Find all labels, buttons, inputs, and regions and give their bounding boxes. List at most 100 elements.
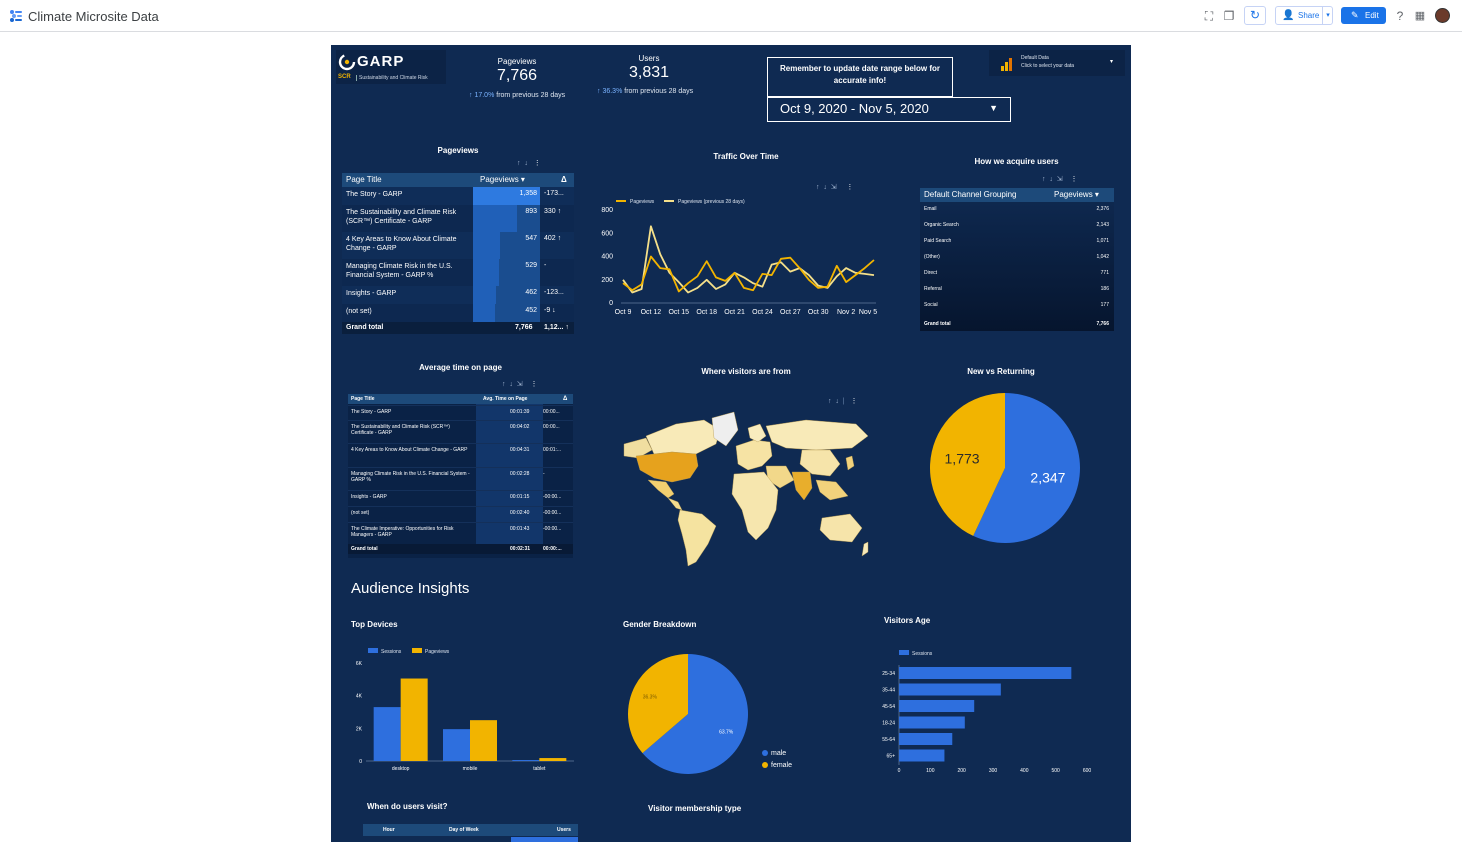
table-row[interactable] — [920, 203, 1114, 219]
report-title[interactable]: Climate Microsite Data — [28, 9, 159, 24]
pageviews-table: Page Title Pageviews ▾ Δ The Story - GAR… — [342, 173, 574, 336]
more-options-icon[interactable]: ⋮ — [1070, 176, 1078, 183]
data-source-title: Default Data — [1021, 55, 1049, 61]
avatar[interactable] — [1435, 8, 1450, 23]
y-tick-label: 400 — [601, 254, 613, 261]
sort-down-icon[interactable]: ↓ — [524, 160, 528, 167]
drill-down-icon[interactable]: ⇲ — [830, 184, 837, 191]
sort-up-icon[interactable]: ↑ — [1042, 176, 1046, 183]
y-tick-label: 25-34 — [882, 671, 895, 677]
page-title-cell: The Story - GARP — [351, 409, 392, 415]
edit-button[interactable]: ✎ Edit — [1341, 7, 1386, 24]
series-line — [622, 255, 875, 293]
column-header[interactable]: Default Channel Grouping — [924, 190, 1017, 199]
column-header[interactable]: Day of Week — [449, 827, 479, 833]
column-header[interactable]: Hour — [383, 827, 395, 833]
table-header — [342, 173, 574, 187]
pageviews-cell: 1,042 — [1096, 254, 1109, 260]
table-row[interactable] — [920, 267, 1114, 283]
page-title-cell: The Sustainability and Climate Risk (SCR… — [351, 424, 450, 436]
table-header — [920, 188, 1114, 202]
column-header[interactable]: Page Title — [346, 175, 382, 184]
x-tick-label: 100 — [926, 768, 935, 774]
bar — [899, 749, 945, 762]
looker-studio-logo-icon[interactable] — [8, 8, 24, 24]
sort-down-icon[interactable]: ↓ — [509, 381, 513, 388]
y-tick-label: 4K — [356, 694, 363, 700]
pageviews-cell: 462 — [525, 289, 537, 296]
visitors-age-bar-chart[interactable]: Sessions 25-34 35-44 45-54 18-24 55-64 65+ 0 100… — [871, 645, 1106, 775]
traffic-line-chart[interactable]: Pageviews Pageviews (previous 28 days) 0 20… — [596, 195, 896, 320]
y-tick-label: 2K — [356, 726, 363, 732]
column-header[interactable]: Avg. Time on Page — [483, 396, 528, 402]
table-row[interactable] — [920, 251, 1114, 267]
avg-time-table: Page Title Avg. Time on Page Δ The Story… — [348, 394, 573, 558]
audience-insights-heading: Audience Insights — [351, 580, 470, 597]
apps-grid-icon[interactable]: ▦ — [1414, 10, 1426, 22]
delta-cell: 402 ↑ — [544, 235, 562, 242]
column-header[interactable]: Δ — [563, 396, 568, 402]
drill-down-icon[interactable]: ⇲ — [516, 381, 523, 388]
sort-down-icon[interactable]: ↓ — [823, 184, 827, 191]
page-title-cell: The Story - GARP — [346, 191, 403, 198]
drill-down-icon[interactable]: ⇲ — [1056, 176, 1063, 183]
share-dropdown-chevron-icon[interactable]: ▾ — [1322, 7, 1333, 24]
sort-up-icon[interactable]: ↑ — [517, 160, 521, 167]
channel-cell: Email — [924, 206, 937, 212]
table-toolbar: ↑ ↓ ⇲ ⋮ — [502, 380, 537, 388]
table-row[interactable] — [348, 405, 573, 420]
more-options-icon[interactable]: ⋮ — [533, 160, 541, 167]
bar — [899, 667, 1072, 679]
garp-logo-text: GARP — [357, 53, 405, 70]
table-row[interactable] — [348, 522, 573, 544]
map-region-india — [791, 471, 813, 501]
more-options-icon[interactable]: ⋮ — [530, 381, 538, 388]
map-region-canada — [645, 419, 721, 455]
y-tick-label: 6K — [356, 661, 363, 667]
more-options-icon[interactable]: ⋮ — [850, 398, 858, 405]
pageviews-cell: 547 — [525, 235, 537, 242]
table-row[interactable] — [348, 490, 573, 506]
world-map[interactable] — [616, 410, 872, 570]
gender-pie-chart[interactable]: 63.7% 36.3% male female — [626, 652, 806, 776]
pageviews-cell: 1,358 — [519, 190, 537, 197]
avg-time-table-title: Average time on page — [419, 363, 502, 372]
sort-up-icon[interactable]: ↑ — [828, 398, 832, 405]
top-devices-bar-chart[interactable]: Sessions Pageviews 0 2K 4K 6K desktop mobile tab… — [346, 643, 578, 773]
sort-down-icon[interactable]: ↓ — [835, 398, 839, 405]
kpi-label: Pageviews — [497, 57, 537, 66]
sort-down-icon[interactable]: ↓ — [1049, 176, 1053, 183]
sort-up-icon[interactable]: ↑ — [502, 381, 506, 388]
map-region-japan — [845, 455, 855, 471]
share-button[interactable]: 👤 Share ▾ — [1275, 6, 1333, 25]
table-row[interactable] — [348, 467, 573, 490]
column-header[interactable]: Page Title — [351, 396, 375, 402]
add-person-icon: 👤 — [1282, 10, 1295, 21]
more-options-icon[interactable]: ⋮ — [846, 184, 854, 191]
table-toolbar: ↑ ↓ ⋮ — [517, 159, 541, 167]
table-row[interactable] — [348, 506, 573, 522]
column-header[interactable]: Users — [557, 827, 571, 833]
x-tick-label: Oct 21 — [724, 309, 745, 316]
column-header[interactable]: Pageviews ▾ — [480, 175, 525, 184]
table-row[interactable] — [920, 299, 1114, 315]
sort-up-icon[interactable]: ↑ — [816, 184, 820, 191]
copy-icon[interactable]: ❐ — [1223, 9, 1235, 23]
table-row[interactable] — [348, 420, 573, 443]
table-row[interactable] — [920, 283, 1114, 299]
column-header[interactable]: Pageviews ▾ — [1054, 190, 1099, 199]
date-range-picker[interactable]: Oct 9, 2020 - Nov 5, 2020 ▼ — [767, 97, 1011, 122]
help-icon[interactable]: ? — [1396, 9, 1404, 23]
data-source-selector[interactable]: Default Data Click to select your data ▾ — [989, 50, 1125, 76]
avg-time-cell: 00:02:40 — [510, 510, 530, 516]
table-row[interactable] — [348, 443, 573, 467]
x-tick-label: 300 — [989, 768, 998, 774]
new-vs-returning-pie[interactable]: 2,347 1,773 — [928, 391, 1082, 545]
column-header[interactable]: Δ — [561, 175, 567, 184]
refresh-button[interactable]: ↻ — [1244, 6, 1266, 25]
avg-time-cell: 00:01:39 — [510, 409, 530, 415]
y-tick-label: 0 — [359, 759, 362, 765]
garp-logo-mark-icon — [338, 53, 356, 71]
kpi-delta-suffix: from previous 28 days — [496, 92, 566, 99]
fullscreen-icon[interactable]: ⛶ — [1204, 9, 1214, 23]
